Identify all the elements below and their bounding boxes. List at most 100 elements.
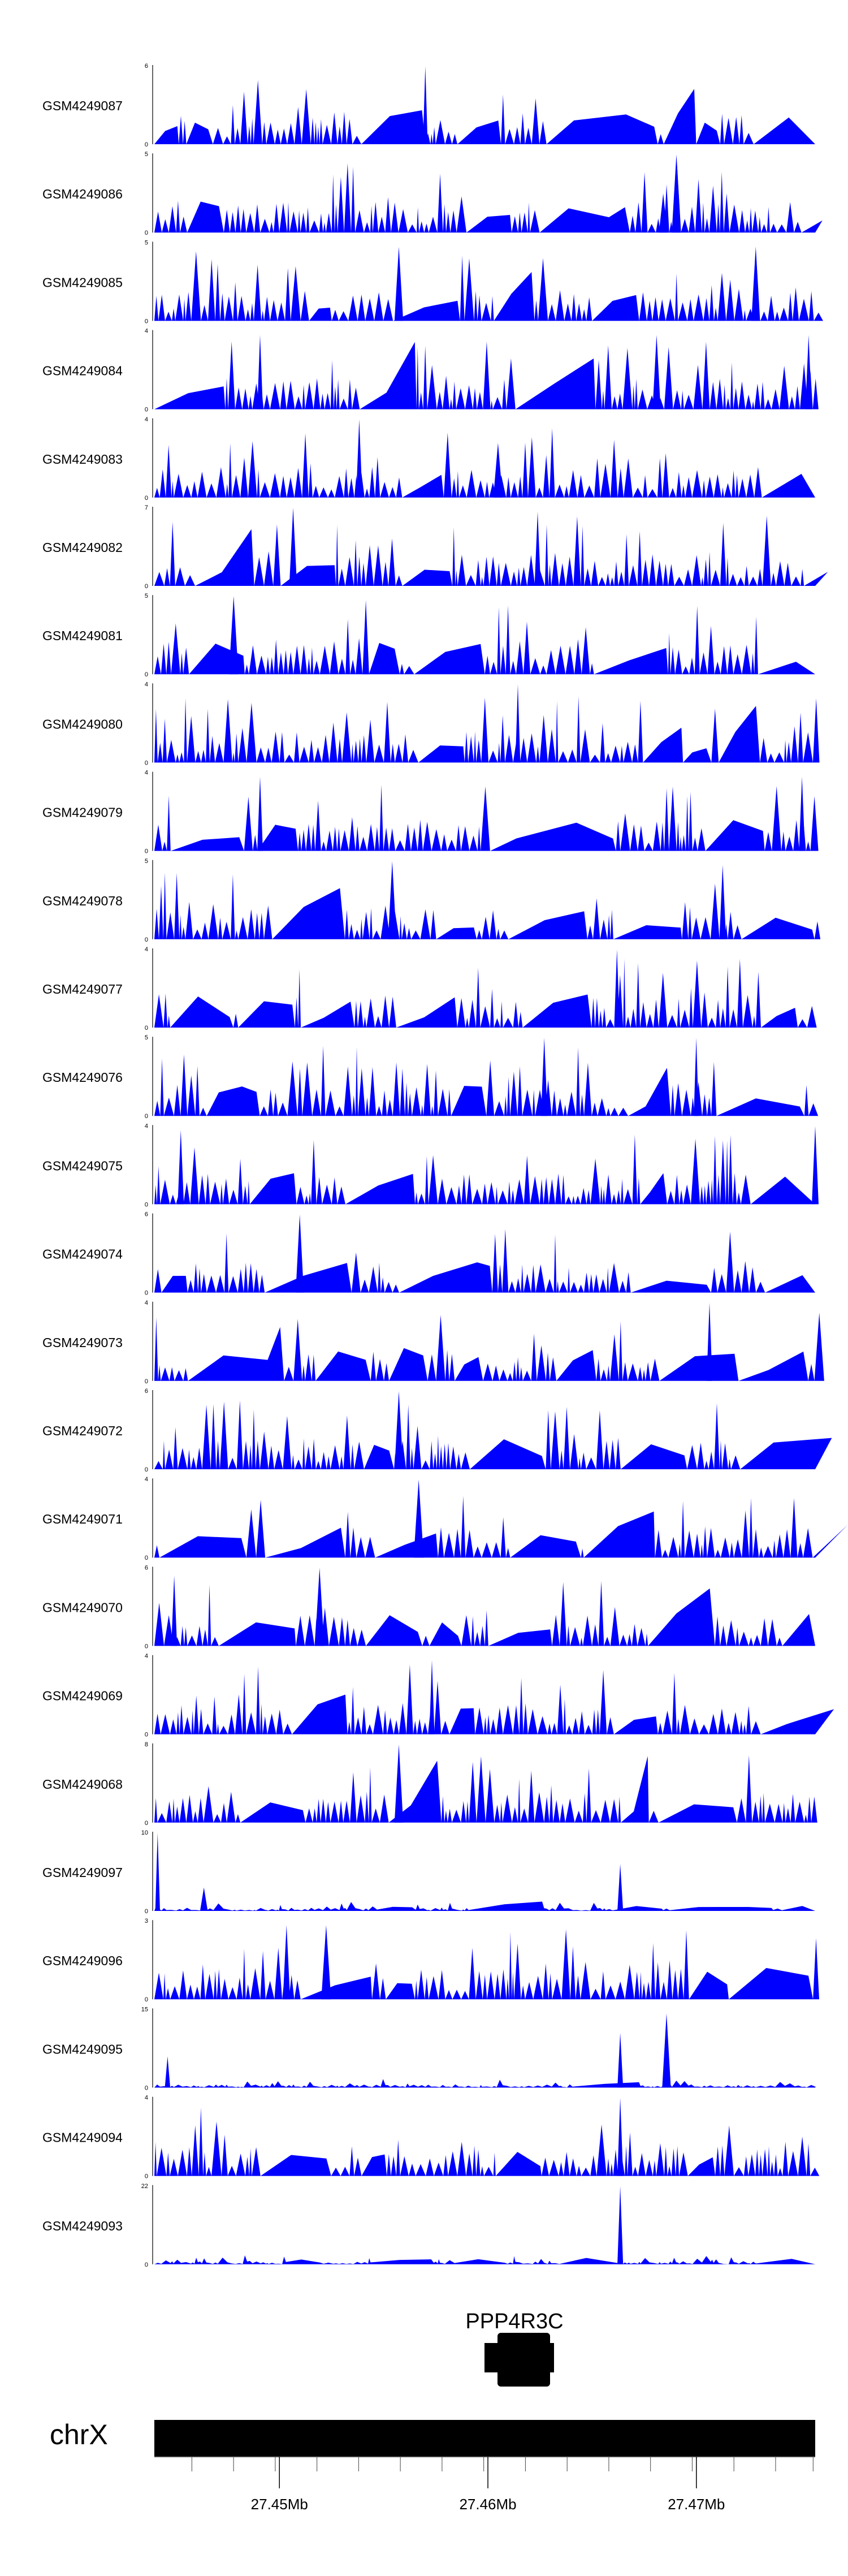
track-label: GSM4249097	[42, 1865, 123, 1880]
coverage-area	[154, 80, 815, 144]
coverage-peak	[171, 1576, 178, 1646]
coverage-peak	[617, 2186, 624, 2264]
coverage-area	[154, 341, 819, 409]
track-ymax-label: 5	[145, 1034, 148, 1041]
gene-exon-block	[497, 2333, 550, 2387]
track-ymax-label: 5	[145, 858, 148, 865]
coverage-peak	[617, 2098, 624, 2176]
track-GSM4249072: GSM4249072 6 0	[42, 1388, 832, 1473]
coverage-area	[154, 1496, 848, 1558]
coverage-peak	[362, 600, 369, 675]
coverage-area	[154, 2079, 816, 2088]
track-GSM4249074: GSM4249074 6 0	[42, 1211, 815, 1297]
track-label: GSM4249070	[42, 1600, 123, 1615]
track-ymax-label: 4	[145, 681, 148, 688]
coverage-area	[154, 784, 819, 851]
coverage-tracks: GSM424908760GSM424908650GSM424908550GSM4…	[42, 63, 848, 2268]
coverage-area	[154, 2255, 815, 2264]
track-ymin-label: 0	[145, 1201, 148, 1208]
track-ymax-label: 22	[141, 2183, 148, 2190]
track-GSM4249076: GSM4249076 5 0	[42, 1034, 819, 1120]
coverage-peak	[394, 1391, 404, 1469]
track-GSM4249082: GSM4249082 7 0	[42, 504, 828, 590]
track-label: GSM4249086	[42, 187, 123, 201]
coverage-peak	[694, 1038, 699, 1116]
track-label: GSM4249093	[42, 2219, 123, 2233]
coverage-area	[154, 163, 823, 233]
coverage-peak	[534, 511, 541, 586]
track-ymin-label: 0	[145, 1290, 148, 1297]
track-ymin-label: 0	[145, 1378, 148, 1385]
coverage-area	[154, 1664, 834, 1734]
track-label: GSM4249084	[42, 364, 123, 378]
track-label: GSM4249076	[42, 1070, 123, 1085]
track-ymin-label: 0	[145, 2262, 148, 2268]
coverage-area	[154, 1134, 815, 1205]
coverage-peak	[617, 2033, 624, 2088]
track-label: GSM4249077	[42, 982, 123, 996]
track-ymax-label: 4	[145, 2095, 148, 2102]
track-GSM4249095: GSM4249095 15 0	[42, 2006, 816, 2091]
track-GSM4249086: GSM4249086 5 0	[42, 151, 823, 236]
track-ymax-label: 15	[141, 2006, 148, 2013]
track-label: GSM4249074	[42, 1247, 123, 1262]
coverage-peak	[540, 1038, 548, 1116]
coverage-peak	[283, 1925, 291, 2000]
coverage-peak	[672, 154, 681, 233]
track-GSM4249096: GSM4249096 3 0	[42, 1918, 819, 2003]
track-label: GSM4249072	[42, 1423, 123, 1438]
track-label: GSM4249075	[42, 1158, 123, 1173]
track-label: GSM4249081	[42, 628, 123, 643]
track-ymax-label: 4	[145, 1476, 148, 1483]
coverage-area	[154, 1755, 817, 1823]
track-label: GSM4249087	[42, 98, 123, 113]
coverage-peak	[388, 861, 397, 939]
track-ymax-label: 5	[145, 593, 148, 599]
coverage-area	[154, 605, 815, 675]
coverage-peak	[178, 1130, 184, 1205]
coverage-area	[154, 428, 815, 498]
track-ymin-label: 0	[145, 671, 148, 678]
track-GSM4249085: GSM4249085 5 0	[42, 239, 823, 325]
coverage-peak	[659, 193, 668, 233]
axis-tick-label: 27.46Mb	[459, 2496, 516, 2513]
track-GSM4249083: GSM4249083 4 0	[42, 416, 815, 502]
track-ymin-label: 0	[145, 1908, 148, 1915]
track-ymax-label: 5	[145, 151, 148, 158]
coverage-peak	[719, 865, 726, 939]
track-ymin-label: 0	[145, 760, 148, 766]
coverage-peak	[751, 247, 760, 321]
coverage-peak	[662, 2013, 671, 2088]
coverage-peak	[296, 1214, 304, 1293]
coverage-peak	[413, 1479, 424, 1558]
gene-label: PPP4R3C	[465, 2310, 563, 2333]
track-label: GSM4249079	[42, 805, 123, 820]
track-label: GSM4249085	[42, 275, 123, 290]
track-GSM4249070: GSM4249070 6 0	[42, 1564, 815, 1650]
coverage-peak	[805, 335, 812, 409]
track-ymax-label: 6	[145, 1388, 148, 1395]
track-ymin-label: 0	[145, 937, 148, 943]
genome-axis: 27.45Mb 27.46Mb 27.47Mb	[154, 2456, 815, 2513]
chromosome-track: chrX	[50, 2419, 815, 2456]
coverage-peak	[200, 1887, 208, 1911]
track-GSM4249079: GSM4249079 4 0	[42, 770, 819, 855]
track-GSM4249068: GSM4249068 8 0	[42, 1741, 817, 1827]
coverage-peak	[394, 247, 404, 321]
track-ymin-label: 0	[145, 230, 148, 236]
axis-tick-label: 27.45Mb	[251, 2496, 308, 2513]
coverage-peak	[321, 1925, 331, 2000]
track-GSM4249097: GSM4249097 10 0	[42, 1829, 815, 1915]
coverage-peak	[165, 2056, 171, 2088]
track-ymin-label: 0	[145, 407, 148, 413]
coverage-area	[154, 251, 823, 321]
track-ymin-label: 0	[145, 583, 148, 590]
track-ymin-label: 0	[145, 2173, 148, 2180]
track-GSM4249094: GSM4249094 4 0	[42, 2095, 820, 2180]
track-GSM4249084: GSM4249084 4 0	[42, 328, 819, 413]
coverage-peak	[799, 776, 805, 851]
track-ymax-label: 4	[145, 416, 148, 423]
track-ymin-label: 0	[145, 318, 148, 325]
track-ymin-label: 0	[145, 1820, 148, 1827]
chromosome-ideogram	[154, 2420, 815, 2456]
